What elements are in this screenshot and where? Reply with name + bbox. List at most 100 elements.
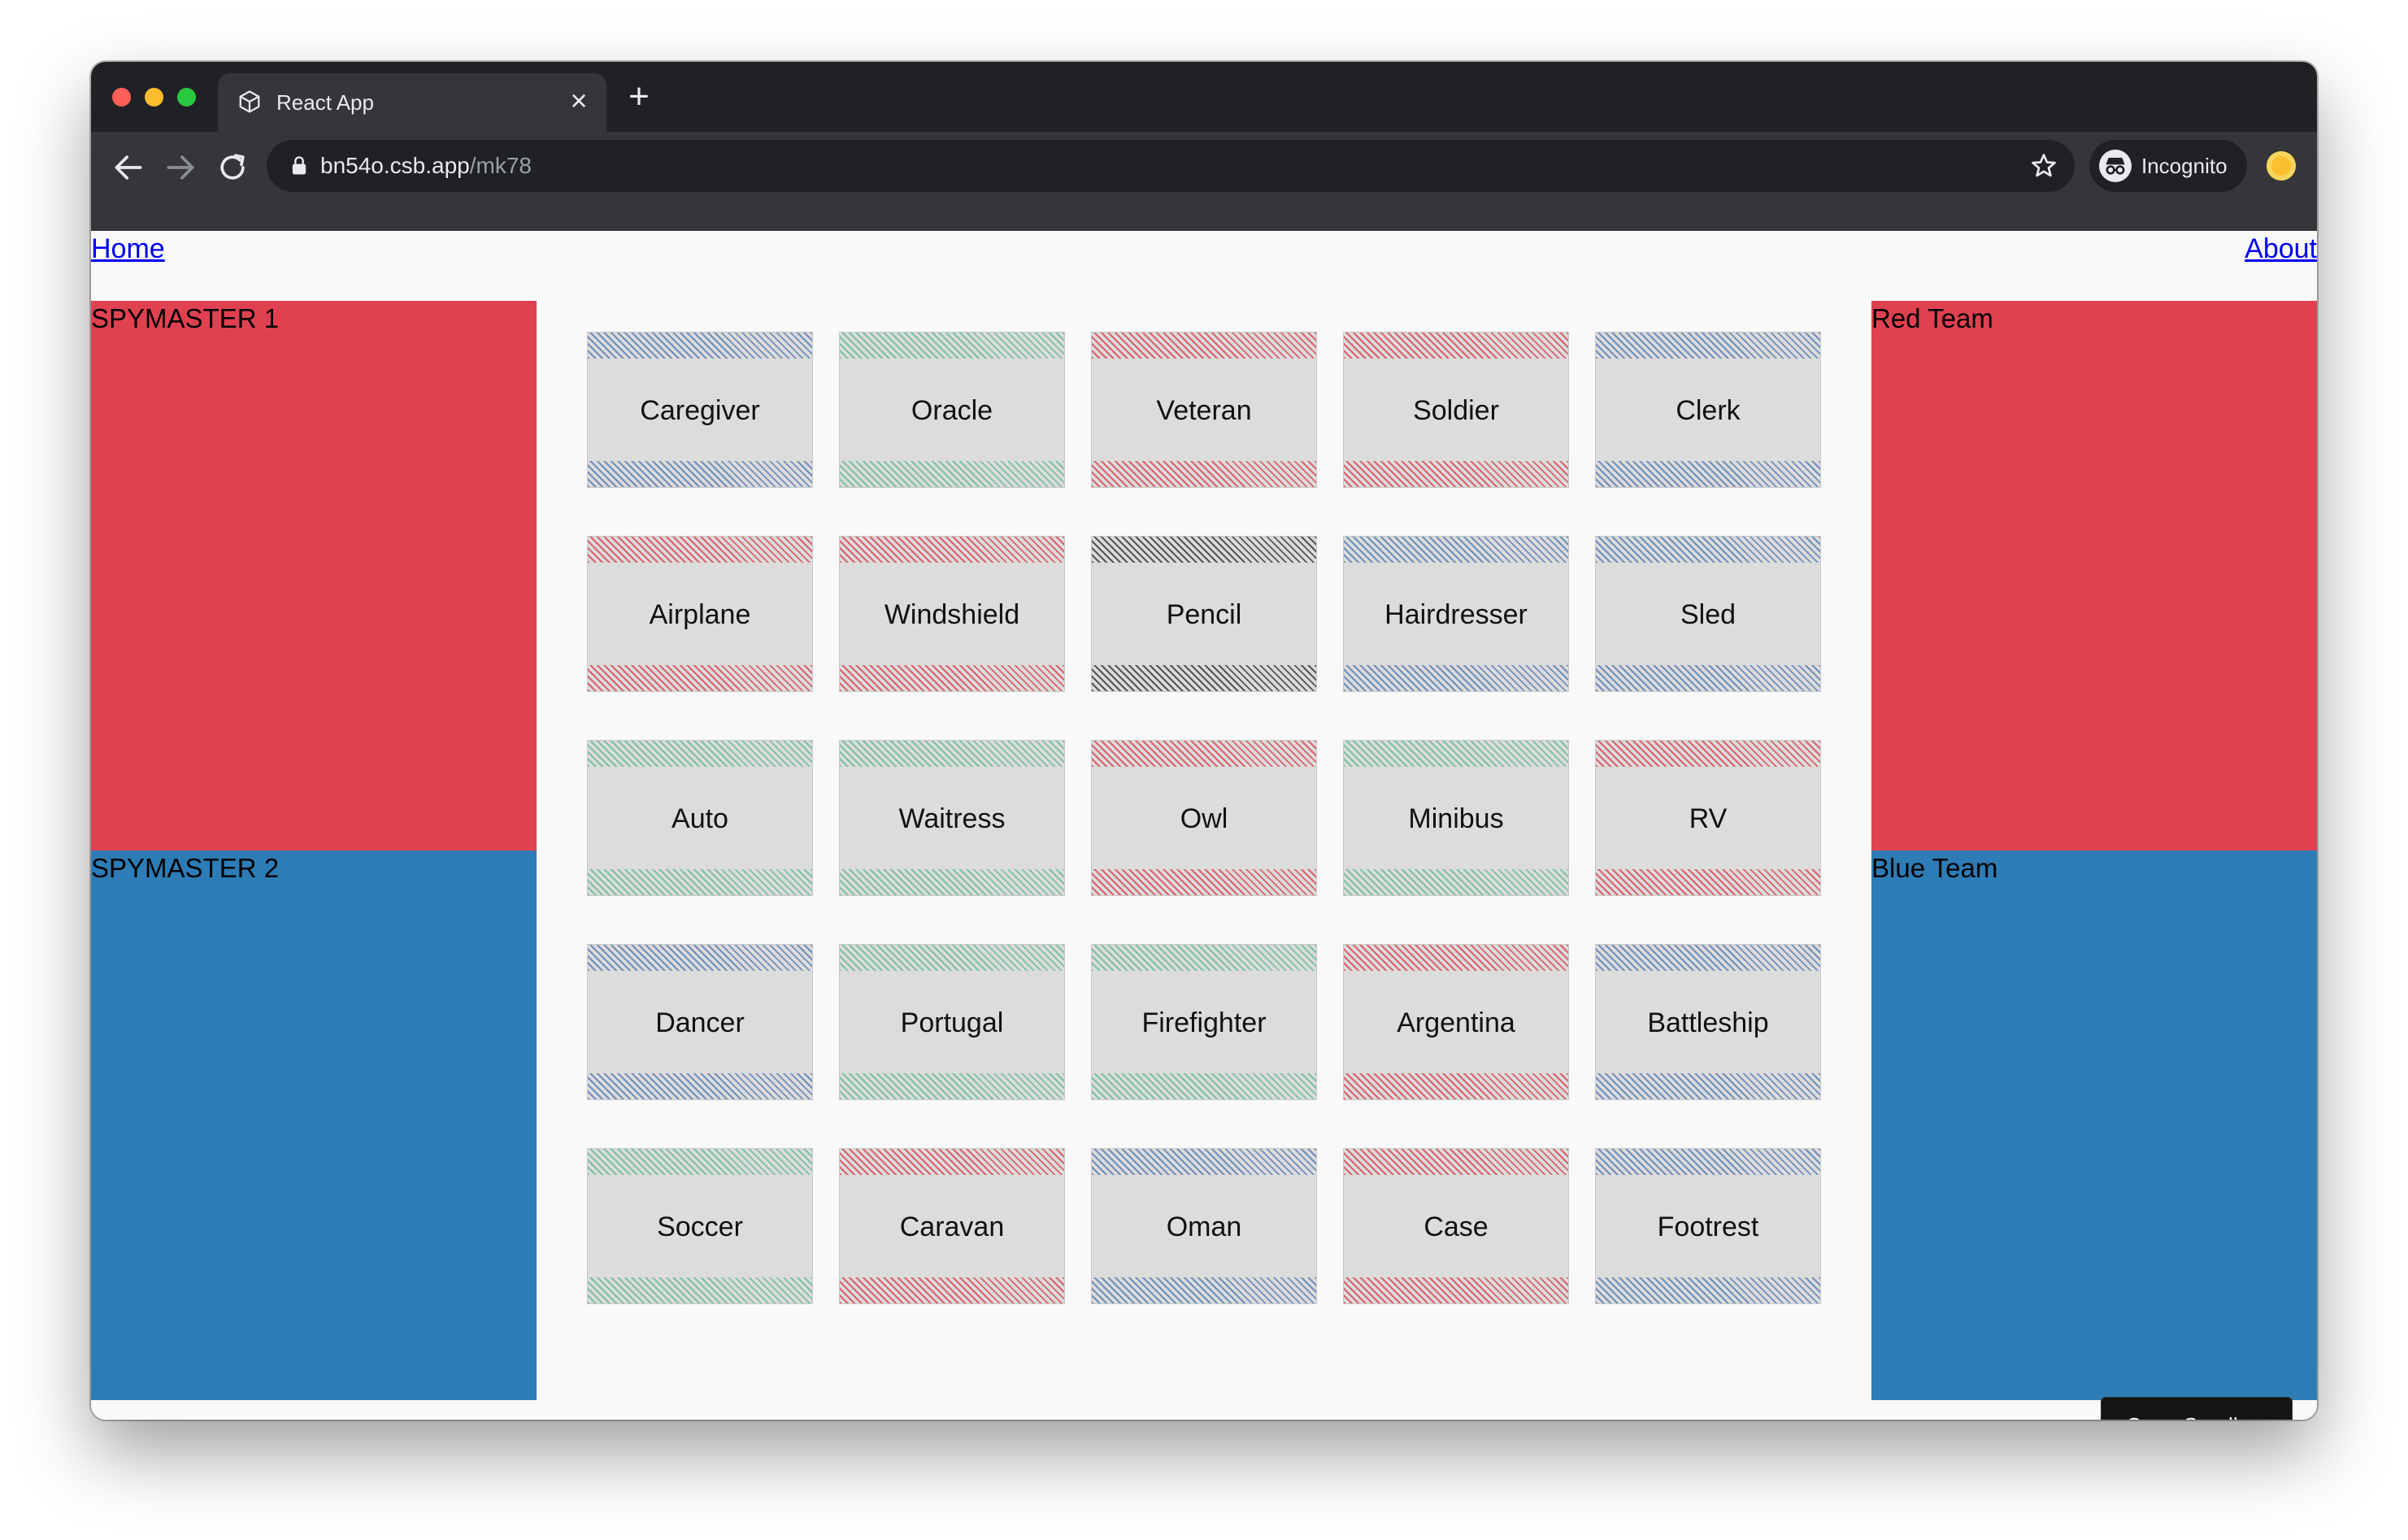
card-word: Veteran [1156, 394, 1252, 426]
word-card[interactable]: Case [1343, 1148, 1569, 1304]
blue-team-label: Blue Team [1871, 853, 1998, 883]
about-link[interactable]: About [2245, 233, 2317, 264]
word-card[interactable]: Footrest [1595, 1148, 1821, 1304]
word-card[interactable]: Battleship [1595, 944, 1821, 1100]
card-stripe-top [1596, 945, 1820, 971]
reload-icon[interactable] [215, 150, 250, 185]
card-word: Sled [1680, 598, 1736, 630]
card-word: Case [1424, 1211, 1489, 1242]
word-card[interactable]: Caregiver [587, 332, 813, 488]
word-card[interactable]: Portugal [839, 944, 1065, 1100]
card-stripe-bottom [1092, 1073, 1316, 1099]
card-stripe-bottom [1092, 461, 1316, 487]
word-card[interactable]: Pencil [1091, 536, 1317, 692]
browser-window: React App × + bn54o.csb.app/mk78 [91, 62, 2317, 1420]
card-word: Caregiver [640, 394, 760, 426]
card-stripe-top [1344, 741, 1568, 767]
lock-icon [292, 156, 306, 175]
word-card[interactable]: Veteran [1091, 332, 1317, 488]
word-card[interactable]: Owl [1091, 740, 1317, 896]
word-card[interactable]: Sled [1595, 536, 1821, 692]
tab-bar: React App × + [91, 62, 2317, 132]
card-stripe-bottom [1596, 1073, 1820, 1099]
open-sandbox-button[interactable]: Open Sandbox [2101, 1397, 2293, 1420]
card-word: Oracle [911, 394, 993, 426]
word-card[interactable]: Auto [587, 740, 813, 896]
card-stripe-top [1596, 741, 1820, 767]
card-stripe-bottom [588, 869, 812, 895]
word-card[interactable]: Waitress [839, 740, 1065, 896]
incognito-icon [2099, 150, 2132, 182]
red-team-label: Red Team [1871, 303, 1993, 333]
card-word: RV [1689, 803, 1728, 834]
word-card[interactable]: Argentina [1343, 944, 1569, 1100]
card-stripe-bottom [1596, 461, 1820, 487]
card-word: Argentina [1397, 1007, 1515, 1038]
word-card[interactable]: Minibus [1343, 740, 1569, 896]
word-card[interactable]: Airplane [587, 536, 813, 692]
extension-icon[interactable] [2267, 151, 2296, 181]
new-tab-icon[interactable]: + [628, 76, 650, 116]
maximize-window-button[interactable] [177, 88, 196, 107]
forward-arrow-icon[interactable] [163, 150, 198, 185]
page-content: Home About SPYMASTER 1 SPYMASTER 2 Red T… [91, 231, 2317, 1420]
browser-tab[interactable]: React App × [218, 73, 606, 132]
card-stripe-top [1344, 945, 1568, 971]
card-stripe-top [1092, 1149, 1316, 1175]
card-stripe-top [588, 741, 812, 767]
card-stripe-bottom [840, 869, 1064, 895]
card-word: Windshield [884, 598, 1020, 630]
word-card[interactable]: Oracle [839, 332, 1065, 488]
word-card[interactable]: Hairdresser [1343, 536, 1569, 692]
back-arrow-icon[interactable] [111, 150, 146, 185]
card-stripe-top [588, 537, 812, 563]
minimize-window-button[interactable] [145, 88, 163, 107]
card-stripe-bottom [1596, 665, 1820, 691]
card-stripe-bottom [1596, 1277, 1820, 1303]
card-stripe-bottom [588, 665, 812, 691]
card-stripe-bottom [1344, 869, 1568, 895]
card-stripe-bottom [588, 1073, 812, 1099]
card-word: Hairdresser [1384, 598, 1528, 630]
spymaster-1-panel: SPYMASTER 1 [91, 301, 537, 850]
word-card[interactable]: RV [1595, 740, 1821, 896]
card-stripe-top [588, 333, 812, 359]
incognito-profile-button[interactable]: Incognito [2089, 140, 2247, 192]
word-card[interactable]: Dancer [587, 944, 813, 1100]
close-tab-icon[interactable]: × [570, 84, 588, 117]
card-word: Airplane [649, 598, 751, 630]
word-card[interactable]: Soldier [1343, 332, 1569, 488]
card-stripe-bottom [1344, 1073, 1568, 1099]
word-card[interactable]: Windshield [839, 536, 1065, 692]
card-word: Dancer [655, 1007, 745, 1038]
card-stripe-top [1596, 1149, 1820, 1175]
red-team-panel: Red Team [1871, 301, 2317, 850]
browser-toolbar: bn54o.csb.app/mk78 Incognito [91, 132, 2317, 231]
tab-title: React App [276, 90, 374, 115]
address-bar[interactable]: bn54o.csb.app/mk78 [267, 140, 2075, 192]
card-stripe-top [1092, 333, 1316, 359]
bookmark-star-icon[interactable] [2029, 151, 2058, 181]
word-card[interactable]: Caravan [839, 1148, 1065, 1304]
close-window-button[interactable] [112, 88, 131, 107]
card-stripe-top [1344, 1149, 1568, 1175]
card-stripe-top [1596, 333, 1820, 359]
word-card[interactable]: Soccer [587, 1148, 813, 1304]
card-word: Owl [1180, 803, 1228, 834]
blue-team-panel: Blue Team [1871, 850, 2317, 1400]
card-stripe-top [840, 945, 1064, 971]
card-word: Firefighter [1141, 1007, 1267, 1038]
card-stripe-bottom [840, 1073, 1064, 1099]
card-word: Portugal [900, 1007, 1004, 1038]
spymaster-2-label: SPYMASTER 2 [91, 853, 280, 883]
word-card[interactable]: Clerk [1595, 332, 1821, 488]
card-stripe-bottom [1092, 1277, 1316, 1303]
card-stripe-top [1092, 537, 1316, 563]
incognito-label: Incognito [2141, 154, 2228, 178]
word-card[interactable]: Oman [1091, 1148, 1317, 1304]
home-link[interactable]: Home [91, 233, 165, 264]
card-stripe-bottom [588, 461, 812, 487]
card-stripe-top [1596, 537, 1820, 563]
card-stripe-bottom [840, 1277, 1064, 1303]
word-card[interactable]: Firefighter [1091, 944, 1317, 1100]
